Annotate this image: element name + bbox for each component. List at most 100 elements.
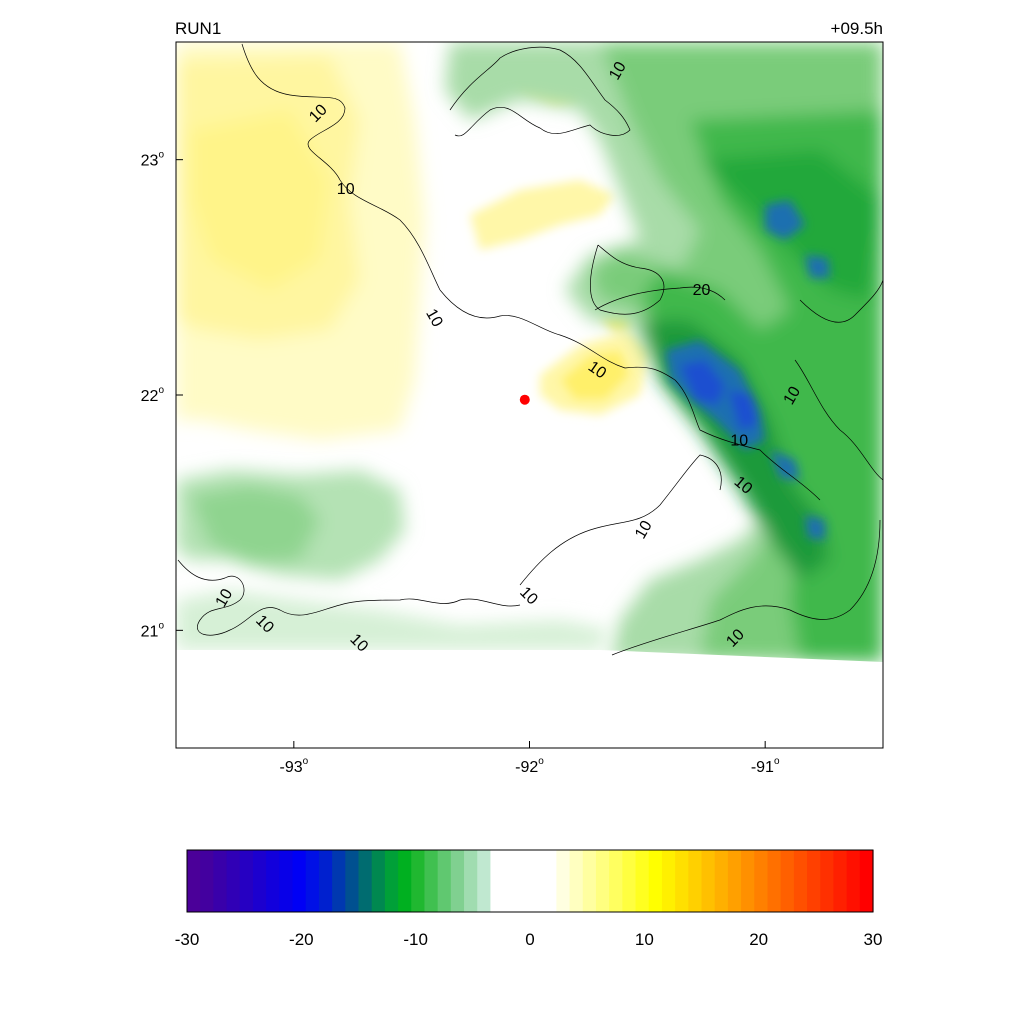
contour-label-text: 10 bbox=[632, 518, 656, 542]
colorbar: -30 -20 -10 0 10 20 30 bbox=[175, 849, 883, 949]
colorbar-swatch bbox=[226, 850, 241, 912]
y-tick-label: 22o bbox=[141, 385, 165, 405]
contour-label-text: 10 bbox=[422, 306, 446, 330]
colorbar-swatch bbox=[635, 850, 650, 912]
colorbar-swatch bbox=[609, 850, 623, 912]
contour-label: 10 bbox=[730, 433, 748, 450]
colorbar-swatch bbox=[595, 850, 610, 912]
colorbar-swatch bbox=[345, 850, 360, 912]
colorbar-swatch bbox=[411, 850, 426, 912]
degree-symbol: o bbox=[303, 756, 309, 767]
contour-label: 10 bbox=[606, 59, 630, 83]
colorbar-swatch bbox=[292, 850, 307, 912]
colorbar-swatch bbox=[754, 850, 769, 912]
colorbar-swatch bbox=[833, 850, 848, 912]
colorbar-swatches bbox=[187, 850, 874, 912]
x-tick-label: -91o bbox=[751, 756, 780, 776]
y-tick-label: 23o bbox=[141, 150, 165, 170]
x-tick-label: -92o bbox=[515, 756, 544, 776]
colorbar-swatch bbox=[622, 850, 637, 912]
colorbar-swatch bbox=[384, 850, 399, 912]
contour-label-text: 10 bbox=[781, 384, 805, 408]
contour-label: 10 bbox=[422, 306, 446, 330]
colorbar-swatch bbox=[556, 850, 571, 912]
colorbar-swatch bbox=[187, 850, 201, 912]
contour-lines bbox=[177, 43, 883, 656]
contour-line-southeast bbox=[611, 519, 881, 656]
contour-label: 10 bbox=[213, 586, 237, 610]
y-tick-label: 21o bbox=[141, 620, 165, 640]
colorbar-swatch bbox=[450, 850, 465, 912]
colorbar-swatch bbox=[688, 850, 703, 912]
colorbar-swatch bbox=[239, 850, 254, 912]
contour-line-east bbox=[799, 279, 883, 323]
contour-label: 10 bbox=[632, 518, 656, 542]
forecast-time-label: +09.5h bbox=[831, 19, 883, 38]
colorbar-frame bbox=[186, 849, 874, 913]
colorbar-tick-label: 10 bbox=[635, 930, 654, 949]
contour-line-twenty bbox=[594, 286, 726, 311]
colorbar-tick-label: 0 bbox=[525, 930, 534, 949]
colorbar-swatch bbox=[266, 850, 280, 912]
positive-anomaly-west bbox=[176, 42, 425, 440]
degree-symbol: o bbox=[158, 150, 164, 161]
x-axis: -93o -92o -91o bbox=[279, 741, 780, 776]
colorbar-swatch bbox=[503, 850, 518, 912]
negative-anomaly-southwest bbox=[176, 470, 610, 650]
colorbar-swatch bbox=[398, 850, 412, 912]
contour-label-text: 10 bbox=[337, 181, 355, 198]
colorbar-swatch bbox=[859, 850, 874, 912]
shaded-field bbox=[176, 42, 883, 748]
run-label: RUN1 bbox=[175, 19, 221, 38]
colorbar-swatch bbox=[279, 850, 294, 912]
colorbar-swatch bbox=[530, 850, 544, 912]
colorbar-tick-label: -30 bbox=[175, 930, 200, 949]
colorbar-tick-label: -20 bbox=[289, 930, 314, 949]
contour-line-east-lower bbox=[794, 359, 883, 481]
colorbar-swatch bbox=[661, 850, 676, 912]
contour-label: 10 bbox=[337, 181, 355, 198]
colorbar-tick-labels: -30 -20 -10 0 10 20 30 bbox=[175, 930, 883, 949]
colorbar-swatch bbox=[358, 850, 373, 912]
colorbar-swatch bbox=[807, 850, 821, 912]
contour-label-text: 10 bbox=[213, 586, 237, 610]
colorbar-swatch bbox=[741, 850, 755, 912]
degree-symbol: o bbox=[774, 756, 780, 767]
colorbar-swatch bbox=[793, 850, 808, 912]
colorbar-swatch bbox=[714, 850, 729, 912]
colorbar-swatch bbox=[767, 850, 782, 912]
colorbar-swatch bbox=[213, 850, 228, 912]
colorbar-swatch bbox=[318, 850, 333, 912]
degree-symbol: o bbox=[538, 756, 544, 767]
colorbar-swatch bbox=[200, 850, 214, 912]
contour-label: 10 bbox=[781, 384, 805, 408]
colorbar-swatch bbox=[371, 850, 386, 912]
colorbar-swatch bbox=[424, 850, 439, 912]
colorbar-swatch bbox=[252, 850, 267, 912]
colorbar-swatch bbox=[648, 850, 663, 912]
colorbar-tick-label: -10 bbox=[403, 930, 428, 949]
colorbar-swatch bbox=[464, 850, 478, 912]
colorbar-swatch bbox=[543, 850, 557, 912]
contour-label: 20 bbox=[693, 282, 711, 299]
contour-line-southwest bbox=[177, 559, 521, 636]
colorbar-swatch bbox=[490, 850, 505, 912]
strong-negative-core bbox=[665, 200, 830, 540]
colorbar-swatch bbox=[727, 850, 742, 912]
colorbar-swatch bbox=[701, 850, 716, 912]
colorbar-swatch bbox=[675, 850, 689, 912]
contour-line-northwest bbox=[241, 43, 441, 291]
contour-line-south bbox=[519, 454, 722, 586]
colorbar-tick-label: 20 bbox=[749, 930, 768, 949]
colorbar-swatch bbox=[437, 850, 452, 912]
contour-label-text: 10 bbox=[730, 433, 748, 450]
missing-data-strip bbox=[176, 650, 883, 748]
colorbar-swatch bbox=[516, 850, 531, 912]
contour-line-central bbox=[439, 289, 821, 501]
colorbar-swatch bbox=[305, 850, 320, 912]
contour-label-text: 10 bbox=[606, 59, 630, 83]
colorbar-swatch bbox=[846, 850, 861, 912]
colorbar-swatch bbox=[477, 850, 492, 912]
